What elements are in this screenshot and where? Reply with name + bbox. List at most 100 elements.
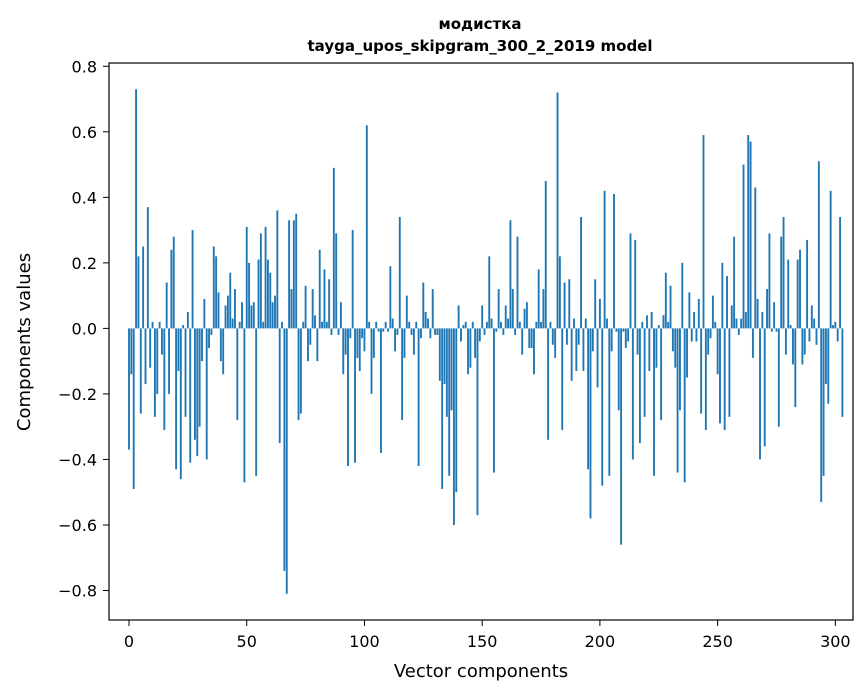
bar bbox=[777, 328, 780, 427]
bar bbox=[827, 328, 830, 404]
bar bbox=[420, 328, 422, 339]
bar bbox=[558, 256, 561, 329]
bar bbox=[153, 328, 156, 417]
bar bbox=[335, 233, 338, 329]
bar bbox=[580, 216, 582, 329]
bar bbox=[368, 321, 371, 329]
bar bbox=[773, 302, 776, 329]
bars-group bbox=[128, 89, 844, 594]
bar bbox=[427, 318, 429, 329]
x-tick-label: 200 bbox=[585, 632, 616, 651]
bar bbox=[347, 328, 349, 466]
bar bbox=[443, 328, 446, 385]
bar bbox=[196, 328, 199, 457]
bar bbox=[624, 328, 627, 349]
bar bbox=[662, 315, 665, 329]
bar bbox=[815, 328, 818, 345]
bar bbox=[332, 167, 335, 329]
bar bbox=[299, 328, 302, 414]
bar bbox=[210, 328, 213, 335]
bar bbox=[370, 328, 373, 394]
bar bbox=[271, 302, 274, 329]
bar bbox=[297, 328, 300, 421]
bar bbox=[528, 328, 531, 349]
bar bbox=[438, 328, 441, 381]
bar bbox=[474, 328, 477, 358]
bar bbox=[339, 302, 342, 329]
bar bbox=[679, 328, 681, 411]
bar bbox=[610, 328, 613, 352]
bar bbox=[775, 328, 778, 332]
bar bbox=[582, 328, 585, 371]
bar bbox=[208, 328, 210, 349]
bar bbox=[314, 315, 316, 329]
bar bbox=[587, 328, 590, 470]
bar bbox=[354, 328, 356, 463]
bar bbox=[186, 312, 189, 329]
bar bbox=[737, 328, 740, 335]
bar bbox=[509, 220, 512, 329]
bar bbox=[144, 328, 147, 385]
bar bbox=[375, 321, 378, 329]
y-tick-label: 0.6 bbox=[72, 123, 97, 142]
bar bbox=[497, 289, 500, 329]
bar bbox=[530, 328, 533, 349]
bar bbox=[337, 328, 340, 335]
bar bbox=[377, 328, 380, 332]
bar bbox=[700, 328, 703, 414]
bar bbox=[193, 328, 196, 440]
bar bbox=[410, 328, 413, 335]
bar bbox=[215, 256, 218, 329]
plot-frame bbox=[108, 62, 854, 621]
bar bbox=[307, 328, 309, 362]
bar bbox=[575, 328, 578, 371]
bar bbox=[544, 180, 547, 329]
bar bbox=[789, 325, 792, 329]
bar bbox=[170, 249, 173, 329]
bar bbox=[448, 328, 451, 476]
bar bbox=[236, 328, 239, 421]
bar bbox=[278, 328, 281, 444]
bar bbox=[328, 279, 331, 329]
bar bbox=[311, 289, 314, 329]
bar bbox=[514, 328, 517, 335]
bar bbox=[674, 328, 677, 368]
bar bbox=[281, 321, 283, 329]
bar bbox=[622, 328, 625, 332]
y-tick-label: −0.4 bbox=[58, 450, 97, 469]
bar bbox=[295, 213, 298, 329]
bar bbox=[655, 328, 658, 368]
bar bbox=[806, 239, 809, 329]
bar bbox=[467, 328, 469, 375]
x-tick-label: 50 bbox=[237, 632, 257, 651]
y-tick-label: −0.2 bbox=[58, 385, 97, 404]
bar bbox=[803, 328, 806, 355]
bar bbox=[735, 318, 738, 329]
bar bbox=[617, 328, 620, 411]
bar bbox=[137, 256, 140, 329]
bar bbox=[594, 279, 597, 329]
bar bbox=[349, 328, 352, 339]
bar bbox=[500, 321, 502, 329]
bar bbox=[686, 328, 688, 378]
bar bbox=[460, 328, 462, 342]
bar bbox=[351, 230, 354, 329]
bar bbox=[172, 236, 175, 329]
bar bbox=[290, 289, 293, 329]
bar bbox=[259, 233, 262, 329]
bar bbox=[252, 302, 255, 329]
bar bbox=[537, 269, 540, 329]
bar bbox=[542, 289, 545, 329]
bar bbox=[577, 328, 580, 345]
bar bbox=[768, 233, 771, 329]
bar bbox=[817, 161, 820, 329]
bar bbox=[205, 328, 208, 460]
bar bbox=[469, 328, 472, 368]
bar bbox=[217, 292, 220, 329]
bar bbox=[761, 312, 764, 329]
bar bbox=[681, 262, 684, 329]
bar bbox=[589, 328, 592, 519]
bar bbox=[398, 216, 401, 329]
bar bbox=[839, 216, 841, 329]
